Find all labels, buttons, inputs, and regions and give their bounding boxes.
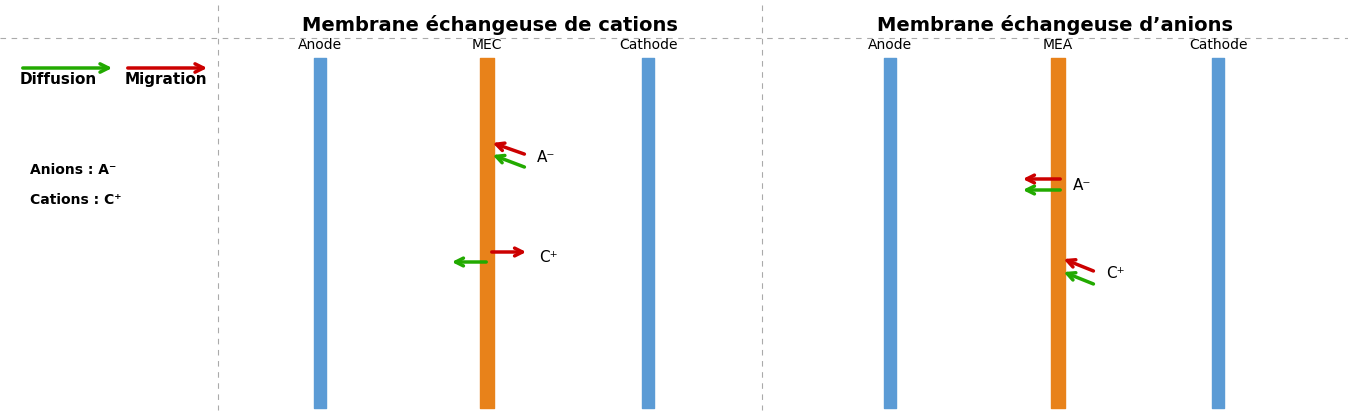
- Text: C⁺: C⁺: [539, 250, 558, 265]
- Text: Anode: Anode: [298, 38, 342, 52]
- Text: Anode: Anode: [868, 38, 913, 52]
- Text: Cations : C⁺: Cations : C⁺: [30, 193, 121, 207]
- Text: Cathode: Cathode: [1189, 38, 1247, 52]
- Text: Membrane échangeuse de cations: Membrane échangeuse de cations: [302, 15, 678, 35]
- Text: Cathode: Cathode: [619, 38, 677, 52]
- Text: MEA: MEA: [1043, 38, 1073, 52]
- Text: Diffusion: Diffusion: [20, 72, 97, 87]
- Text: Membrane échangeuse d’anions: Membrane échangeuse d’anions: [878, 15, 1233, 35]
- Text: A⁻: A⁻: [1073, 178, 1092, 193]
- Text: Migration: Migration: [125, 72, 208, 87]
- Text: A⁻: A⁻: [537, 150, 555, 166]
- Text: C⁺: C⁺: [1105, 265, 1124, 280]
- Text: Anions : A⁻: Anions : A⁻: [30, 163, 116, 177]
- Text: MEC: MEC: [472, 38, 503, 52]
